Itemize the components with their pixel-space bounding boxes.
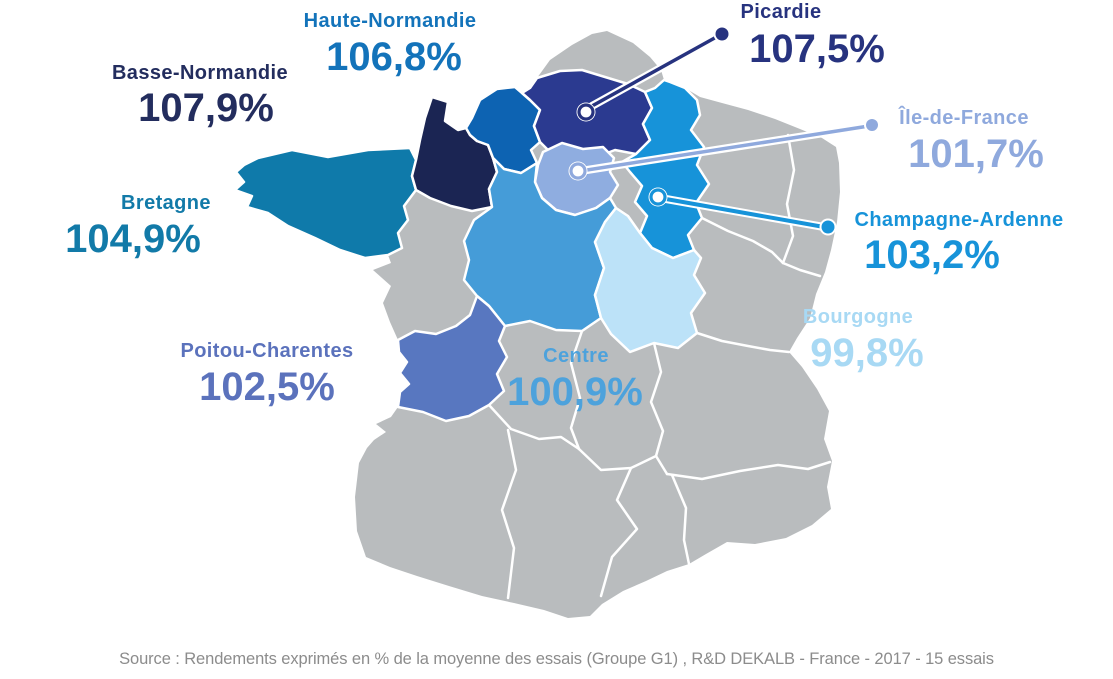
region-value: 107,5% — [749, 27, 885, 71]
label-dot-champagne — [821, 220, 835, 234]
region-name: Poitou-Charentes — [180, 340, 354, 362]
region-name: Champagne-Ardenne — [854, 209, 1064, 231]
label-dots — [713, 25, 880, 236]
region-value: 101,7% — [908, 132, 1044, 176]
marker-circle-champagne — [649, 188, 667, 206]
region-value: 99,8% — [810, 331, 924, 375]
region-value: 100,9% — [507, 370, 643, 414]
region-name: Centre — [543, 345, 609, 367]
region-value: 103,2% — [864, 233, 1000, 277]
label-dot-picardie — [715, 27, 729, 41]
region-value: 102,5% — [199, 365, 335, 409]
gray-region-borders — [487, 133, 832, 600]
leader-line-champagne — [664, 197, 826, 229]
region-champagne-ardenne — [620, 78, 711, 260]
region-value: 107,9% — [138, 86, 274, 130]
region-name: Basse-Normandie — [111, 62, 289, 84]
marker-circle-ile-de-france — [569, 162, 587, 180]
source-note: Source : Rendements exprimés en % de la … — [119, 650, 994, 668]
region-value: 106,8% — [326, 35, 462, 79]
leader-line-ile-de-france — [585, 124, 871, 172]
map-markers — [568, 102, 668, 207]
region-value: 104,9% — [65, 217, 201, 261]
region-name: Île-de-France — [899, 107, 1029, 129]
marker-circle-picardie — [577, 103, 595, 121]
region-name: Bourgogne — [802, 306, 914, 328]
region-bretagne — [233, 146, 418, 260]
label-dot-ile-de-france — [866, 119, 878, 131]
leader-line-picardie — [590, 33, 722, 108]
region-poitou-charentes — [396, 294, 509, 423]
region-name: Picardie — [740, 1, 822, 23]
region-bourgogne — [593, 206, 707, 354]
region-name: Haute-Normandie — [303, 10, 477, 32]
region-name: Bretagne — [121, 192, 211, 214]
